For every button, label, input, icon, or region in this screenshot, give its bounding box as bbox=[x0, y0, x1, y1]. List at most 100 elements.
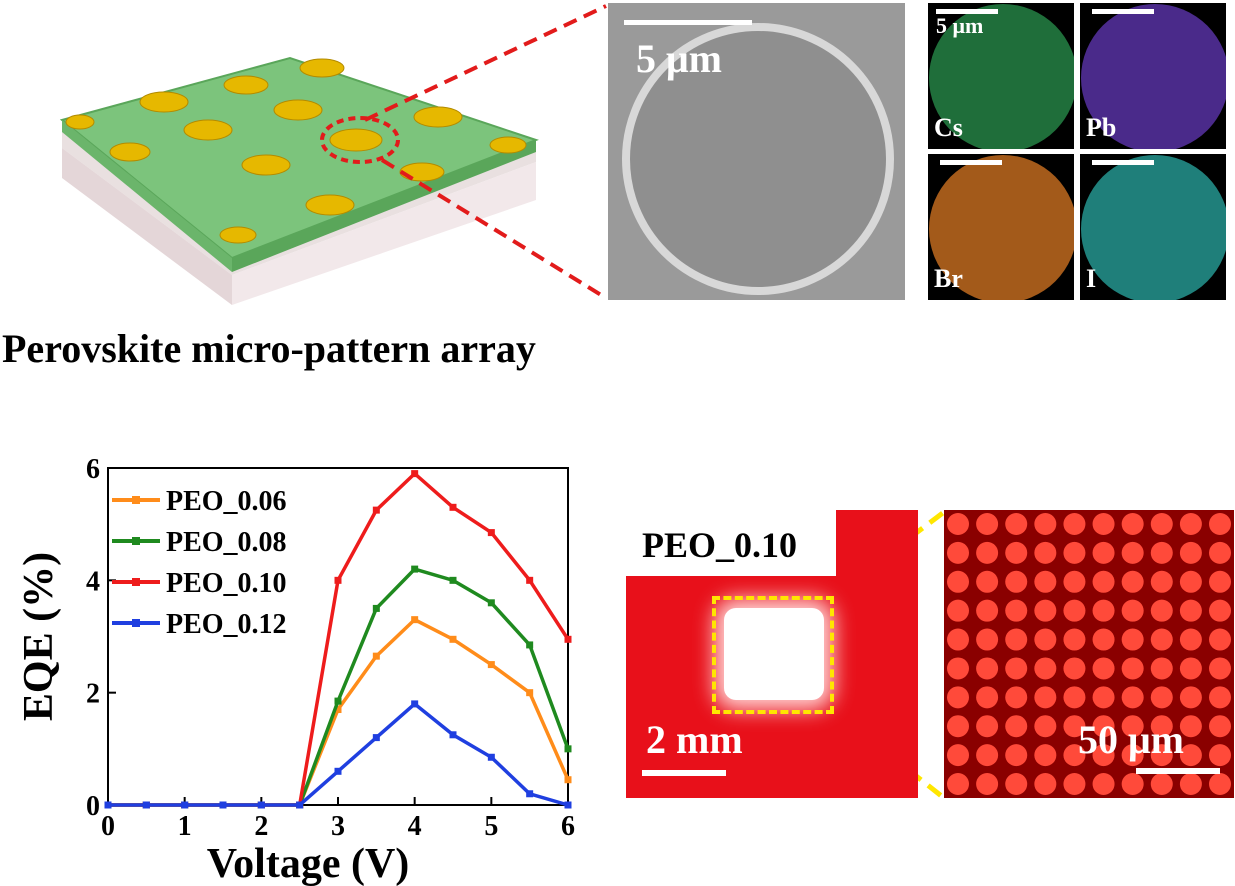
eds-disk bbox=[929, 155, 1074, 300]
pl-dot bbox=[947, 773, 969, 795]
pl-dot bbox=[1092, 513, 1115, 535]
pl-dot bbox=[1092, 599, 1115, 622]
eds-scale-bar bbox=[1092, 9, 1154, 14]
pl-dot bbox=[1121, 570, 1144, 593]
pl-dot-grid bbox=[947, 513, 1231, 795]
x-tick-label: 3 bbox=[331, 811, 345, 842]
pl-dot bbox=[1150, 513, 1173, 535]
data-point bbox=[526, 641, 534, 649]
pl-dot bbox=[1209, 599, 1231, 622]
x-tick-label: 1 bbox=[178, 811, 192, 842]
pl-dot bbox=[1063, 541, 1086, 564]
pl-dot bbox=[1005, 773, 1028, 795]
pl-dot bbox=[1034, 570, 1057, 593]
x-tick-label: 4 bbox=[408, 811, 422, 842]
pl-dot bbox=[1209, 541, 1231, 564]
pl-dot bbox=[1005, 686, 1028, 709]
pl-dot bbox=[1005, 744, 1028, 767]
zoom-circle bbox=[320, 116, 400, 164]
pl-dot bbox=[1121, 715, 1144, 738]
legend-label: PEO_0.10 bbox=[166, 568, 287, 599]
pl-dot bbox=[1150, 686, 1173, 709]
eds-scale-bar bbox=[936, 9, 998, 14]
data-point bbox=[142, 801, 150, 809]
pl-dot bbox=[1063, 657, 1086, 680]
pl-dot bbox=[947, 715, 969, 738]
pl-scale-right-bar bbox=[1136, 768, 1220, 774]
pl-image-micro: 50 μm bbox=[944, 510, 1234, 798]
pl-dot bbox=[1063, 599, 1086, 622]
data-point bbox=[372, 604, 380, 612]
pl-zoom-box bbox=[712, 596, 834, 714]
pl-dot bbox=[1005, 628, 1028, 651]
eds-label-br: Br bbox=[934, 264, 963, 293]
perovskite-layer-edge-left bbox=[62, 120, 232, 272]
eds-disk bbox=[929, 4, 1074, 149]
eds-map-i: I bbox=[1080, 154, 1226, 300]
data-point bbox=[334, 706, 342, 714]
pl-dot bbox=[1034, 599, 1057, 622]
data-point bbox=[334, 697, 342, 705]
eds-map-br: Br bbox=[928, 154, 1074, 300]
pl-dot bbox=[1092, 657, 1115, 680]
pl-dot bbox=[976, 513, 999, 535]
data-point bbox=[564, 635, 572, 643]
eds-scale-bar bbox=[940, 160, 1002, 165]
eds-scale-label: 5 μm bbox=[936, 13, 984, 38]
data-point bbox=[181, 801, 189, 809]
data-point bbox=[487, 599, 495, 607]
pl-dot bbox=[947, 599, 969, 622]
pl-dot bbox=[1179, 541, 1202, 564]
pl-dot bbox=[1005, 657, 1028, 680]
pl-dot bbox=[1150, 715, 1173, 738]
data-point bbox=[334, 576, 342, 584]
pl-dot bbox=[1209, 657, 1231, 680]
data-point bbox=[334, 767, 342, 775]
pl-dot bbox=[1179, 657, 1202, 680]
pl-dot bbox=[976, 628, 999, 651]
eds-map-cs: 5 μm Cs bbox=[928, 3, 1074, 149]
perovskite-layer-edge bbox=[232, 140, 536, 272]
pl-dot bbox=[1063, 773, 1086, 795]
data-point bbox=[487, 753, 495, 761]
data-point bbox=[449, 731, 457, 739]
pl-dot bbox=[947, 744, 969, 767]
pl-dot bbox=[976, 773, 999, 795]
series-line bbox=[108, 701, 569, 807]
data-point bbox=[104, 801, 112, 809]
pl-image-top-tab bbox=[836, 510, 918, 582]
gold-micro-patterns bbox=[65, 58, 527, 244]
legend-marker bbox=[132, 496, 140, 504]
pl-dot bbox=[1209, 773, 1231, 795]
data-point bbox=[449, 576, 457, 584]
pl-dot bbox=[1063, 628, 1086, 651]
data-point bbox=[449, 635, 457, 643]
pl-dot bbox=[1063, 686, 1086, 709]
data-point bbox=[257, 801, 265, 809]
pl-dot bbox=[976, 541, 999, 564]
pl-scale-left-label: 2 mm bbox=[646, 717, 743, 762]
eds-disk bbox=[1081, 4, 1226, 149]
eds-scale-bar bbox=[1092, 160, 1154, 165]
eds-label-pb: Pb bbox=[1086, 113, 1117, 142]
pl-dot bbox=[976, 599, 999, 622]
pl-dot bbox=[1005, 715, 1028, 738]
data-point bbox=[487, 529, 495, 537]
y-tick-label: 0 bbox=[86, 791, 100, 822]
pl-dot bbox=[1121, 686, 1144, 709]
pl-dot bbox=[1005, 513, 1028, 535]
sem-image: 5 μm bbox=[608, 3, 905, 300]
pl-dot bbox=[1034, 657, 1057, 680]
data-point bbox=[372, 652, 380, 660]
pl-dot bbox=[1121, 744, 1144, 767]
legend-label: PEO_0.12 bbox=[166, 609, 287, 640]
pl-dot bbox=[947, 686, 969, 709]
pl-dot bbox=[1179, 715, 1202, 738]
pl-dot bbox=[1005, 541, 1028, 564]
pl-dot bbox=[1121, 628, 1144, 651]
legend-marker bbox=[132, 619, 140, 627]
pl-dot bbox=[976, 744, 999, 767]
y-axis-label: EQE (%) bbox=[16, 552, 62, 721]
pl-dot bbox=[1150, 541, 1173, 564]
